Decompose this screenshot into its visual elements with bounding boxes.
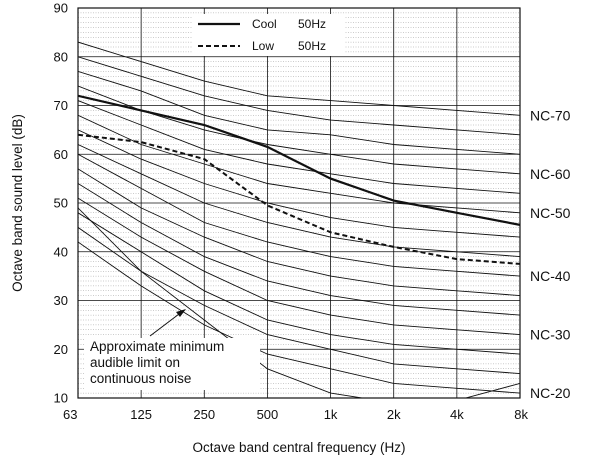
nc-curve (78, 41, 520, 116)
legend: Cool 50Hz Low 50Hz (192, 14, 344, 56)
nc-curve (78, 114, 520, 214)
x-tick-label: 4k (450, 407, 464, 422)
y-tick-label: 30 (54, 293, 68, 308)
nc-curve (78, 144, 520, 258)
nc-curve (78, 56, 520, 136)
nc-label: NC-60 (530, 166, 571, 182)
audible-limit-curve (78, 207, 520, 398)
nc-curve (78, 197, 520, 336)
legend-freq-cool: 50Hz (298, 17, 326, 31)
nc-label-background (524, 105, 576, 126)
nc-curve (78, 212, 520, 355)
nc-curve (78, 227, 520, 375)
nc-label: NC-40 (530, 268, 571, 284)
y-axis-label: Octave band sound level (dB) (10, 114, 25, 292)
x-tick-label: 63 (63, 407, 77, 422)
nc-curve (78, 153, 520, 277)
x-tick-label: 125 (130, 407, 152, 422)
annotation-line-3: continuous noise (90, 371, 191, 386)
y-tick-label: 20 (54, 342, 68, 357)
y-tick-label: 80 (54, 49, 68, 64)
series-line-low (78, 133, 520, 265)
x-tick-label: 2k (387, 407, 401, 422)
y-tick-label: 60 (54, 147, 68, 162)
x-tick-label: 1k (324, 407, 338, 422)
nc-label-background (524, 163, 576, 184)
annotation-arrowhead (176, 309, 186, 317)
nc-curve (78, 70, 520, 155)
x-tick-label: 8k (514, 407, 528, 422)
nc-curve (78, 100, 520, 194)
y-tick-label: 40 (54, 244, 68, 259)
data-series (78, 94, 520, 265)
y-tick-label: 90 (54, 1, 68, 16)
y-tick-labels: 10 20 30 40 50 60 70 80 90 (54, 1, 68, 406)
legend-label-cool: Cool (252, 17, 277, 31)
annotation-arrow (149, 310, 184, 337)
audible-limit-curve-group (78, 207, 520, 398)
x-tick-labels: 63 125 250 500 1k 2k 4k 8k (63, 407, 528, 422)
nc-curve-labels: NC-70 NC-60 NC-50 NC-40 NC-30 NC-20 (524, 105, 576, 404)
nc-curves (78, 41, 520, 394)
y-tick-label: 10 (54, 391, 68, 406)
legend-label-low: Low (252, 39, 274, 53)
audible-limit-annotation: Approximate minimum audible limit on con… (84, 309, 260, 390)
nc-curve (78, 129, 520, 238)
nc-curve (78, 183, 520, 316)
nc-curve (78, 168, 520, 297)
nc-label: NC-70 (530, 107, 571, 123)
annotation-line-2: audible limit on (90, 355, 180, 370)
y-tick-label: 70 (54, 98, 68, 113)
plot-frame (77, 7, 521, 399)
x-axis-label: Octave band central frequency (Hz) (192, 440, 405, 455)
x-tick-label: 500 (257, 407, 279, 422)
nc-label: NC-30 (530, 327, 571, 343)
x-tick-label: 250 (193, 407, 215, 422)
nc-label-background (524, 383, 576, 404)
y-tick-label: 50 (54, 196, 68, 211)
nc-label-background (524, 324, 576, 345)
nc-label: NC-20 (530, 385, 571, 401)
series-line-cool (78, 94, 520, 226)
annotation-line-1: Approximate minimum (90, 339, 224, 354)
nc-label-background (524, 266, 576, 287)
legend-freq-low: 50Hz (298, 39, 326, 53)
nc-curve (78, 241, 520, 394)
nc-label-background (524, 202, 576, 223)
nc-label: NC-50 (530, 205, 571, 221)
